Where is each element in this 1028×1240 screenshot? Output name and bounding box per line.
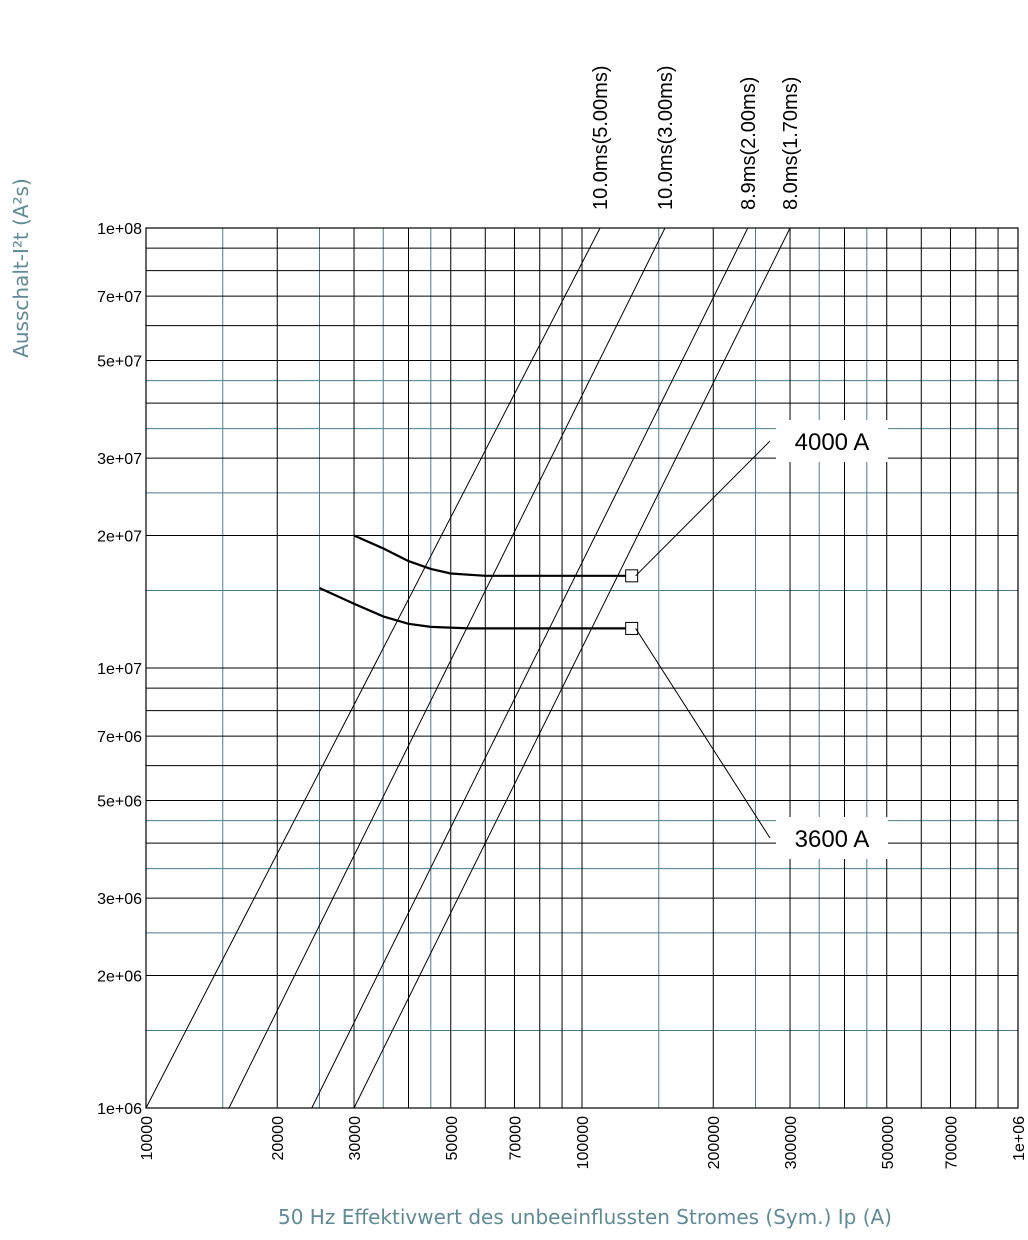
y-axis-title: Ausschalt-I²t (A²s) (9, 178, 33, 358)
y-tick-label: 3e+06 (97, 891, 142, 908)
reference-line (145, 227, 601, 1109)
x-tick-label: 700000 (943, 1116, 960, 1169)
reference-line-label: 8.0ms(1.70ms) (780, 77, 802, 210)
major-grid (145, 227, 1019, 1109)
x-tick-label: 1e+06 (1011, 1116, 1028, 1161)
y-tick-label: 2e+06 (97, 969, 142, 986)
series-label: 4000 A (795, 429, 870, 456)
reference-line (228, 227, 666, 1109)
y-tick-label: 2e+07 (97, 529, 142, 546)
x-tick-label: 100000 (575, 1116, 592, 1169)
y-tick-label: 1e+08 (97, 221, 142, 238)
reference-line-label: 10.0ms(3.00ms) (655, 66, 677, 211)
x-tick-label: 50000 (444, 1116, 461, 1161)
reference-lines: 10.0ms(5.00ms) 10.0ms(3.00ms) 8.9ms(2.00ms… (145, 66, 802, 1109)
callout-box (776, 817, 888, 859)
y-tick-label: 5e+06 (97, 793, 142, 810)
y-tick-labels: 1e+06 2e+06 3e+06 5e+06 7e+06 1e+07 2e+07 3e+07… (97, 221, 142, 1118)
x-tick-label: 10000 (139, 1116, 156, 1161)
y-tick-label: 7e+06 (97, 729, 142, 746)
series-end-marker (625, 569, 639, 583)
series-end-marker (625, 621, 639, 635)
series-curves (319, 534, 639, 635)
callouts: 4000 A 3600 A (635, 420, 888, 859)
callout-box (776, 420, 888, 462)
y-tick-label: 1e+06 (97, 1101, 142, 1118)
callout-leader (635, 628, 771, 839)
plot-frame (145, 227, 1019, 1109)
y-tick-label: 7e+07 (97, 289, 142, 306)
y-tick-label: 5e+07 (97, 353, 142, 370)
reference-line-label: 10.0ms(5.00ms) (590, 66, 612, 211)
reference-line-label: 8.9ms(2.00ms) (738, 77, 760, 210)
x-tick-label: 70000 (507, 1116, 524, 1161)
series-label: 3600 A (795, 826, 870, 853)
reference-line (311, 227, 749, 1109)
x-tick-label: 20000 (270, 1116, 287, 1161)
y-tick-label: 3e+07 (97, 451, 142, 468)
reference-line (353, 227, 791, 1109)
x-tick-label: 200000 (706, 1116, 723, 1169)
x-axis-title: 50 Hz Effektivwert des unbeeinflussten S… (278, 1205, 892, 1229)
series-curve (319, 586, 632, 630)
x-tick-label: 300000 (783, 1116, 800, 1169)
x-tick-label: 30000 (347, 1116, 364, 1161)
y-tick-label: 1e+07 (97, 661, 142, 678)
x-tick-label: 500000 (880, 1116, 897, 1169)
x-tick-labels: 10000 20000 30000 50000 70000 100000 200000 300… (139, 1116, 1028, 1169)
series-curve (353, 534, 632, 577)
callout-leader (635, 440, 771, 577)
